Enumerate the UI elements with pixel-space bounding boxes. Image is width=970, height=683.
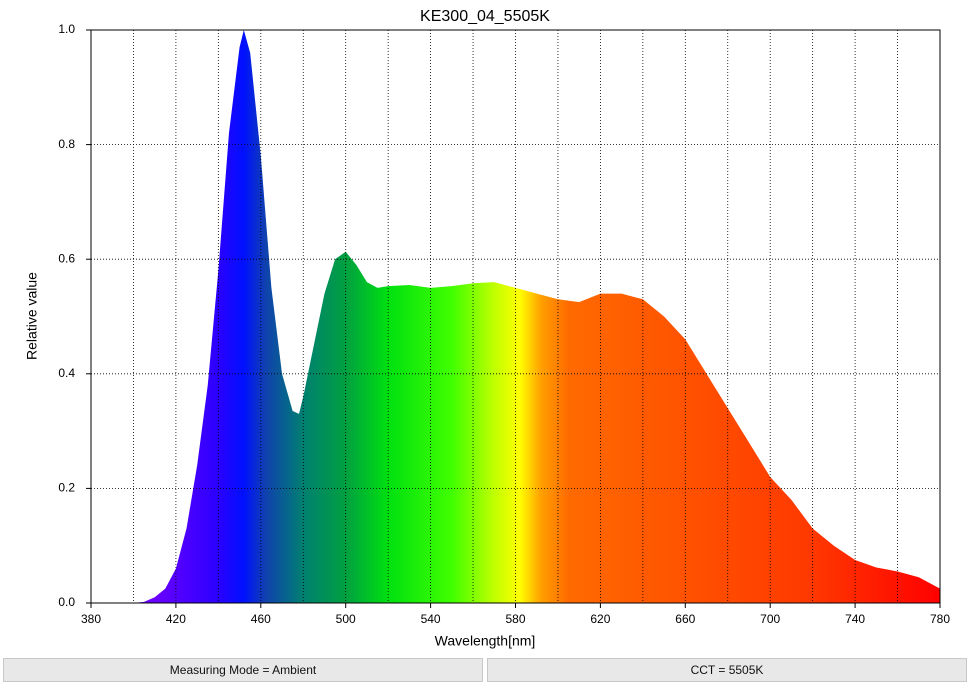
y-axis-label: Relative value <box>24 272 40 360</box>
x-tick-label: 380 <box>81 612 101 626</box>
x-tick-label: 500 <box>336 612 356 626</box>
x-tick-label: 420 <box>166 612 186 626</box>
x-tick-label: 660 <box>675 612 695 626</box>
chart-title: KE300_04_5505K <box>420 8 550 25</box>
spectrum-area <box>91 30 940 603</box>
status-mode: Measuring Mode = Ambient <box>3 658 483 682</box>
x-tick-label: 700 <box>760 612 780 626</box>
x-tick-label: 580 <box>505 612 525 626</box>
x-tick-label: 620 <box>590 612 610 626</box>
x-axis-label: Wavelength[nm] <box>435 633 536 649</box>
chart: KE300_04_5505K Wavelength[nm] Relative v… <box>24 8 951 649</box>
y-tick-label: 0.4 <box>58 366 75 380</box>
x-tick-label: 780 <box>930 612 950 626</box>
x-tick-label: 540 <box>421 612 441 626</box>
x-tick-label: 740 <box>845 612 865 626</box>
y-tick-label: 0.6 <box>58 251 75 265</box>
y-tick-label: 0.8 <box>58 137 75 151</box>
status-cct: CCT = 5505K <box>487 658 967 682</box>
x-tick-label: 460 <box>251 612 271 626</box>
y-tick-label: 0.2 <box>58 481 75 495</box>
y-tick-label: 1.0 <box>58 22 75 36</box>
plot-frame <box>90 29 941 604</box>
y-tick-label: 0.0 <box>58 595 75 609</box>
